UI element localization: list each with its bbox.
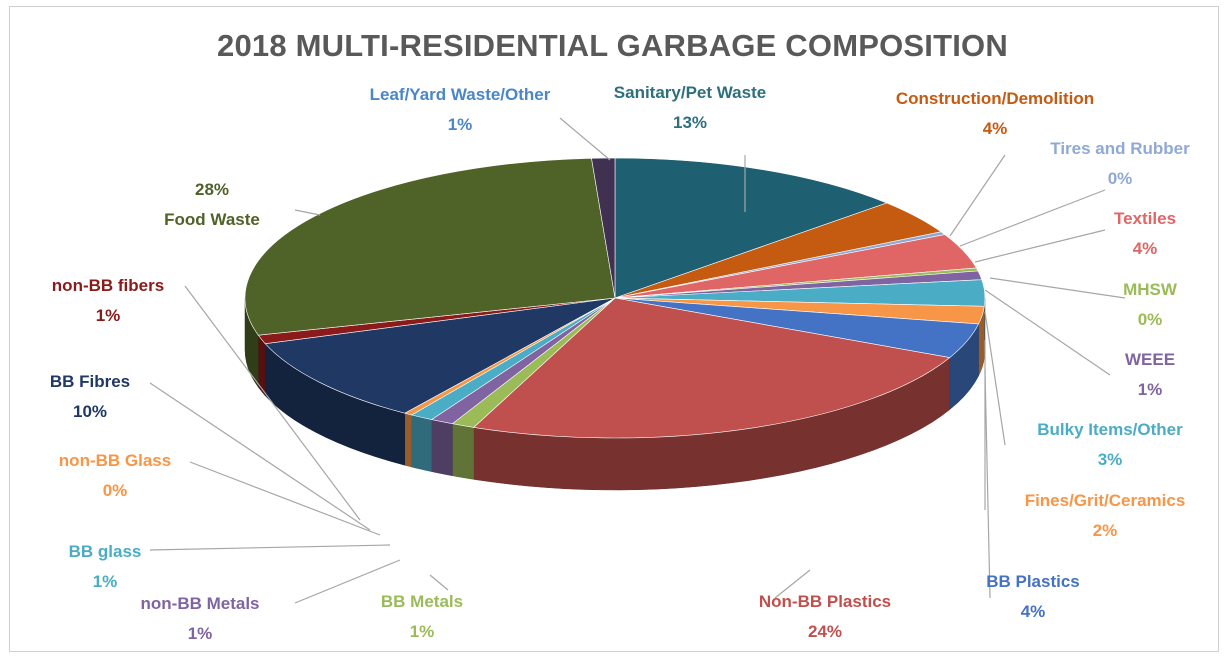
leader-line-bulky-items-other: [984, 311, 1006, 446]
data-label-name: Fines/Grit/Ceramics: [1024, 491, 1186, 510]
data-label-value: 0%: [1137, 310, 1163, 329]
data-label-name: Bulky Items/Other: [1037, 420, 1183, 439]
leader-line-non-bb-glass: [189, 461, 381, 536]
data-label-name: non-BB fibers: [51, 276, 165, 295]
leader-line-bb-plastics: [984, 369, 991, 599]
data-label-name: Textiles: [1113, 209, 1177, 228]
pie-slice-bb-fibres: [264, 297, 616, 414]
pie-side-non-bb-fibers: [258, 334, 266, 397]
leader-line-weee: [984, 289, 1111, 376]
data-label-value: 1%: [92, 572, 118, 591]
data-label-bb-fibres: BB Fibres 10%: [0, 367, 215, 427]
data-label-value: 1%: [409, 622, 435, 641]
data-label-name: Food Waste: [164, 210, 260, 229]
data-label-value: 1%: [187, 624, 213, 643]
pie-slice-food-waste: [244, 157, 616, 336]
data-label-value: 24%: [807, 622, 843, 641]
data-label-value: 13%: [672, 113, 708, 132]
data-label-value: 3%: [1097, 450, 1123, 469]
data-label-value: 28%: [194, 180, 230, 199]
chart-title: 2018 MULTI-RESIDENTIAL GARBAGE COMPOSITI…: [217, 28, 1008, 63]
data-label-tires-and-rubber: Tires and Rubber 0%: [995, 134, 1225, 194]
leader-line-bb-fibres: [149, 382, 371, 531]
data-label-mhsw: MHSW 0%: [1025, 275, 1225, 335]
data-label-fines-grit-ceramics: Fines/Grit/Ceramics 2%: [980, 486, 1225, 546]
data-label-non-bb-glass: non-BB Glass 0%: [0, 446, 240, 506]
data-label-name: BB Metals: [380, 592, 464, 611]
leader-line-non-bb-plastics: [774, 569, 811, 599]
leader-lines: [149, 117, 1126, 604]
data-label-name: MHSW: [1123, 280, 1177, 299]
data-label-name: non-BB Metals: [140, 594, 260, 613]
data-label-name: Construction/Demolition: [895, 89, 1095, 108]
data-label-bb-metals: BB Metals 1%: [297, 587, 547, 647]
data-label-name: Tires and Rubber: [1050, 139, 1190, 158]
data-label-name: Non-BB Plastics: [758, 592, 892, 611]
data-label-value: 4%: [982, 119, 1008, 138]
data-label-name: BB glass: [68, 542, 142, 561]
data-label-value: 1%: [1137, 380, 1163, 399]
pie-side-bb-metals: [452, 423, 474, 480]
data-label-non-bb-plastics: Non-BB Plastics 24%: [700, 587, 950, 647]
leader-line-non-bb-fibers: [184, 285, 361, 521]
data-label-construction-demolition: Construction/Demolition 4%: [870, 84, 1120, 144]
data-label-leaf-yard-waste-other: Leaf/Yard Waste/Other 1%: [335, 80, 585, 140]
leader-line-leaf-yard-waste-other: [559, 117, 611, 161]
data-label-name: non-BB Glass: [58, 451, 172, 470]
data-label-value: 10%: [72, 402, 108, 421]
pie-top-faces: [244, 157, 986, 439]
data-label-value: 4%: [1020, 602, 1046, 621]
data-label-name: WEEE: [1124, 350, 1176, 369]
leader-line-bb-metals: [429, 574, 449, 591]
data-label-value: 1%: [447, 115, 473, 134]
data-label-name: Leaf/Yard Waste/Other: [369, 85, 551, 104]
leader-line-textiles: [974, 229, 1106, 263]
pie-side-non-bb-glass: [404, 412, 412, 468]
leader-line-non-bb-metals: [294, 559, 401, 604]
data-label-non-bb-metals: non-BB Metals 1%: [75, 589, 325, 649]
leader-line-bb-glass: [149, 544, 391, 551]
data-label-bulky-items-other: Bulky Items/Other 3%: [985, 415, 1225, 475]
data-label-weee: WEEE 1%: [1025, 345, 1225, 405]
data-label-name: BB Fibres: [49, 372, 131, 391]
data-label-name: Sanitary/Pet Waste: [613, 83, 767, 102]
data-label-sanitary-pet-waste: Sanitary/Pet Waste 13%: [565, 78, 815, 138]
pie-side-non-bb-metals: [431, 419, 453, 476]
data-label-non-bb-fibers: non-BB fibers 1%: [0, 271, 233, 331]
data-label-food-waste: 28% Food Waste: [87, 175, 337, 235]
pie-slice-leaf-yard-waste-other: [591, 157, 616, 299]
data-label-value: 4%: [1132, 239, 1158, 258]
pie-side-bb-glass: [411, 414, 432, 472]
data-label-value: 1%: [95, 306, 121, 325]
pie-slice-non-bb-plastics: [473, 297, 951, 439]
data-label-value: 0%: [102, 481, 128, 500]
data-label-bb-glass: BB glass 1%: [0, 537, 230, 597]
pie-slice-sanitary-pet-waste: [614, 157, 888, 299]
leader-line-construction-demolition: [949, 154, 1006, 237]
data-label-textiles: Textiles 4%: [1020, 204, 1225, 264]
data-label-name: BB Plastics: [986, 572, 1080, 591]
leader-line-mhsw: [989, 277, 1126, 299]
data-label-value: 0%: [1107, 169, 1133, 188]
data-label-value: 2%: [1092, 521, 1118, 540]
leader-line-tires-and-rubber: [959, 189, 1106, 247]
leader-line-food-waste: [294, 209, 321, 216]
data-label-bb-plastics: BB Plastics 4%: [908, 567, 1158, 627]
